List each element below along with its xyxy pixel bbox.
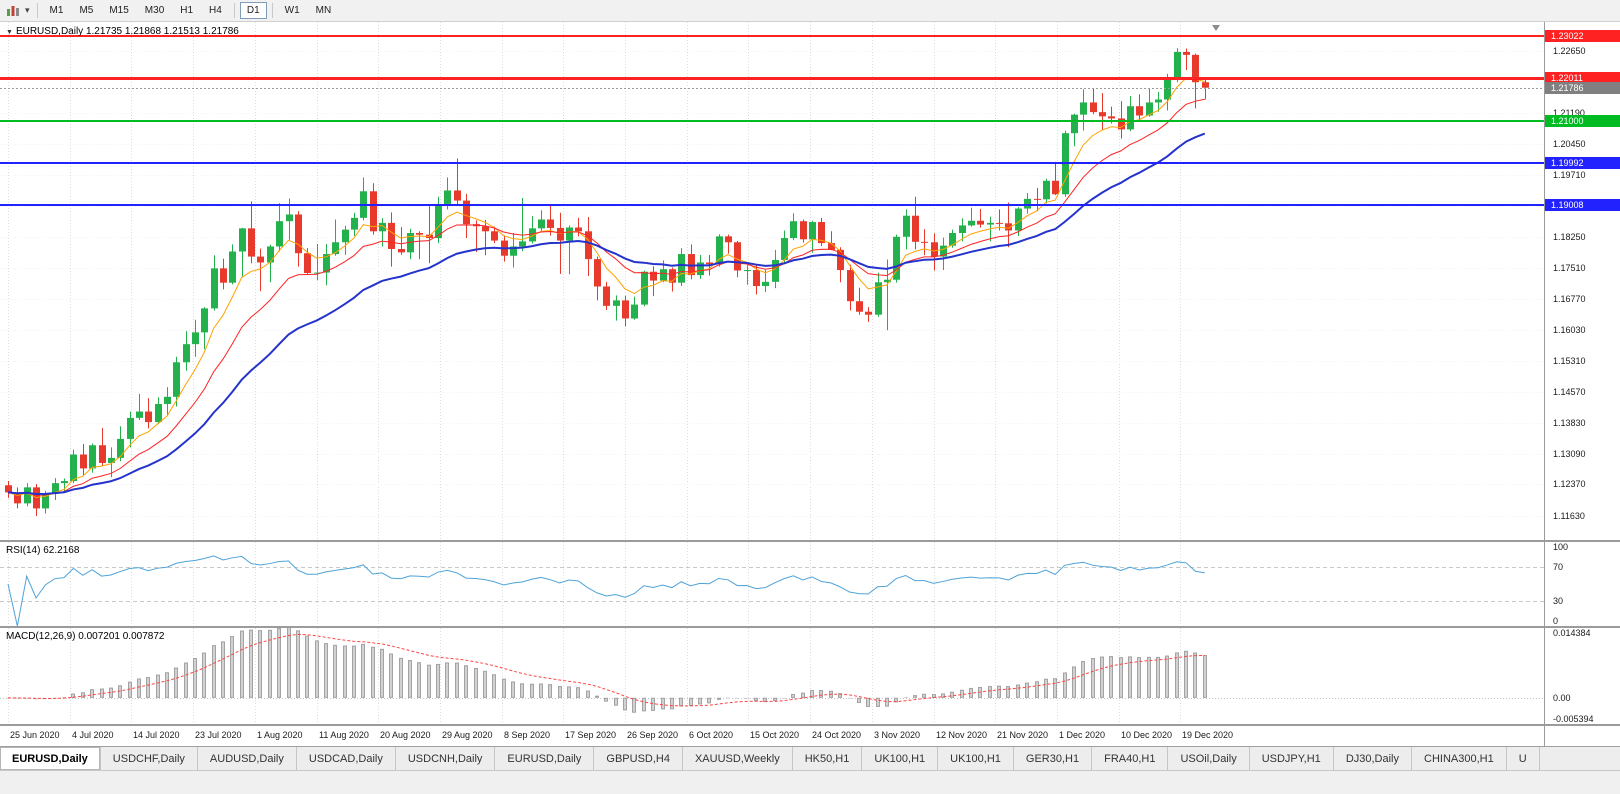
rsi-tick-label: 0 (1553, 616, 1559, 626)
date-label: 1 Aug 2020 (257, 730, 303, 740)
pane-separator (0, 724, 1620, 726)
chart-tab-XAUUSD-Weekly[interactable]: XAUUSD,Weekly (682, 747, 793, 770)
price-tick-label: 1.22650 (1553, 46, 1586, 56)
chart-tab-DJ30-Daily[interactable]: DJ30,Daily (1333, 747, 1412, 770)
date-label: 3 Nov 2020 (874, 730, 921, 740)
date-label: 26 Sep 2020 (627, 730, 679, 740)
chart-tab-USDJPY-H1[interactable]: USDJPY,H1 (1249, 747, 1334, 770)
price-tick-label: 1.11630 (1553, 511, 1585, 521)
date-label: 23 Jul 2020 (195, 730, 242, 740)
price-tick-label: 1.16030 (1553, 325, 1586, 335)
date-label: 1 Dec 2020 (1059, 730, 1106, 740)
rsi-tick-label: 70 (1553, 562, 1564, 572)
timeframe-button-H4[interactable]: H4 (209, 5, 222, 16)
price-tick-label: 1.17510 (1553, 263, 1586, 273)
chart-tab-USDCAD-Daily[interactable]: USDCAD,Daily (296, 747, 396, 770)
timeframe-button-M30[interactable]: M30 (144, 5, 165, 16)
rsi-tick-label: 100 (1553, 542, 1569, 552)
timeframe-button-D1[interactable]: D1 (239, 2, 267, 19)
timeframe-button-MN[interactable]: MN (315, 5, 332, 16)
chart-tab-USOil-Daily[interactable]: USOil,Daily (1168, 747, 1250, 770)
hline-price-tag: 1.19992 (1545, 157, 1620, 169)
chart-tab-EURUSD-Daily[interactable]: EURUSD,Daily (0, 747, 101, 770)
toolbar-separator (233, 3, 235, 18)
date-label: 15 Oct 2020 (750, 730, 800, 740)
hline-price-tag: 1.21000 (1545, 115, 1620, 127)
chart-tab-GER30-H1[interactable]: GER30,H1 (1013, 747, 1093, 770)
chart-window: ▼ EURUSD,Daily 1.21735 1.21868 1.21513 1.… (0, 22, 1620, 746)
price-tick-label: 1.15310 (1553, 356, 1586, 366)
new-chart-icon[interactable] (4, 5, 22, 17)
macd-tick-label: 0.014384 (1553, 628, 1591, 638)
timeframe-button-H1[interactable]: H1 (180, 5, 194, 16)
chart-ohlc-header: ▼ EURUSD,Daily 1.21735 1.21868 1.21513 1.… (6, 26, 239, 37)
macd-tick-label: 0.00 (1553, 693, 1571, 703)
rsi-tick-label: 30 (1553, 596, 1564, 606)
date-label: 6 Oct 2020 (689, 730, 734, 740)
hline-price-tag: 1.23022 (1545, 30, 1620, 42)
price-tick-label: 1.13830 (1553, 418, 1586, 428)
timeframe-button-M15[interactable]: M15 (109, 5, 129, 16)
rsi-indicator-canvas[interactable] (0, 542, 1544, 626)
chart-tab-AUDUSD-Daily[interactable]: AUDUSD,Daily (197, 747, 297, 770)
timeframe-button-M1[interactable]: M1 (49, 5, 64, 16)
chart-tab-EURUSD-Daily[interactable]: EURUSD,Daily (495, 747, 595, 770)
date-axis[interactable]: 25 Jun 2020 4 Jul 2020 14 Jul 2020 23 Jul 2… (0, 726, 1544, 746)
chart-tab-HK50-H1[interactable]: HK50,H1 (792, 747, 863, 770)
date-label: 19 Dec 2020 (1182, 730, 1234, 740)
chart-shift-marker[interactable] (1212, 25, 1220, 31)
pane-separator[interactable] (0, 626, 1620, 628)
top-toolbar: ▾ M1 M5 M15 M30 H1 H4 D1 W1 MN (0, 0, 1620, 22)
date-label: 21 Nov 2020 (997, 730, 1049, 740)
macd-label: MACD(12,26,9) 0.007201 0.007872 (6, 631, 165, 642)
date-label: 25 Jun 2020 (10, 730, 60, 740)
chart-tab-U[interactable]: U (1506, 747, 1540, 770)
chart-dropdown-caret-icon[interactable]: ▾ (25, 5, 30, 15)
hline-price-tag: 1.22011 (1545, 72, 1620, 84)
toolbar-separator (36, 3, 38, 18)
price-tick-label: 1.21190 (1553, 108, 1585, 118)
chart-tab-USDCHF-Daily[interactable]: USDCHF,Daily (100, 747, 198, 770)
price-tick-label: 1.19710 (1553, 170, 1586, 180)
date-label: 24 Oct 2020 (812, 730, 862, 740)
date-label: 8 Sep 2020 (504, 730, 551, 740)
date-label: 12 Nov 2020 (936, 730, 988, 740)
chart-tab-FRA40-H1[interactable]: FRA40,H1 (1092, 747, 1169, 770)
timeframe-button-M5[interactable]: M5 (79, 5, 94, 16)
price-tick-label: 1.14570 (1553, 387, 1586, 397)
chart-tab-UK100-H1[interactable]: UK100,H1 (862, 747, 939, 770)
date-label: 14 Jul 2020 (133, 730, 180, 740)
date-label: 20 Aug 2020 (380, 730, 431, 740)
price-tick-label: 1.16770 (1553, 294, 1586, 304)
price-axis[interactable]: 1.226501.211901.204501.197101.189701.182… (1544, 22, 1620, 746)
chart-tab-USDCNH-Daily[interactable]: USDCNH,Daily (395, 747, 496, 770)
chart-tab-GBPUSD-H4[interactable]: GBPUSD,H4 (594, 747, 683, 770)
bid-price-tag: 1.21786 (1545, 82, 1620, 94)
date-label: 4 Jul 2020 (72, 730, 114, 740)
price-tick-label: 1.13090 (1553, 449, 1586, 459)
date-label: 29 Aug 2020 (442, 730, 493, 740)
price-tick-label: 1.20450 (1553, 139, 1586, 149)
timeframe-button-W1[interactable]: W1 (284, 5, 300, 16)
date-label: 10 Dec 2020 (1121, 730, 1173, 740)
status-bar (0, 770, 1620, 794)
date-label: 11 Aug 2020 (319, 730, 369, 740)
main-chart-canvas[interactable] (0, 22, 1544, 540)
chart-tab-CHINA300-H1[interactable]: CHINA300,H1 (1412, 747, 1507, 770)
chart-tab-UK100-H1[interactable]: UK100,H1 (938, 747, 1014, 770)
price-tick-label: 1.12370 (1553, 479, 1586, 489)
pane-separator[interactable] (0, 540, 1620, 542)
chart-tab-bar: EURUSD,Daily USDCHF,Daily AUDUSD,Daily USDC… (0, 746, 1620, 770)
symbol-marker-icon: ▼ (6, 29, 13, 36)
rsi-label: RSI(14) 62.2168 (6, 545, 80, 556)
macd-tick-label: -0.005394 (1553, 714, 1594, 724)
timeframe-toolbar: M1 M5 M15 M30 H1 H4 D1 W1 MN (42, 2, 340, 19)
price-tick-label: 1.18250 (1553, 232, 1586, 242)
date-label: 17 Sep 2020 (565, 730, 617, 740)
hline-price-tag: 1.19008 (1545, 199, 1620, 211)
ohlc-text: EURUSD,Daily 1.21735 1.21868 1.21513 1.2… (15, 26, 239, 37)
macd-indicator-canvas[interactable] (0, 628, 1544, 724)
toolbar-separator (271, 3, 273, 18)
